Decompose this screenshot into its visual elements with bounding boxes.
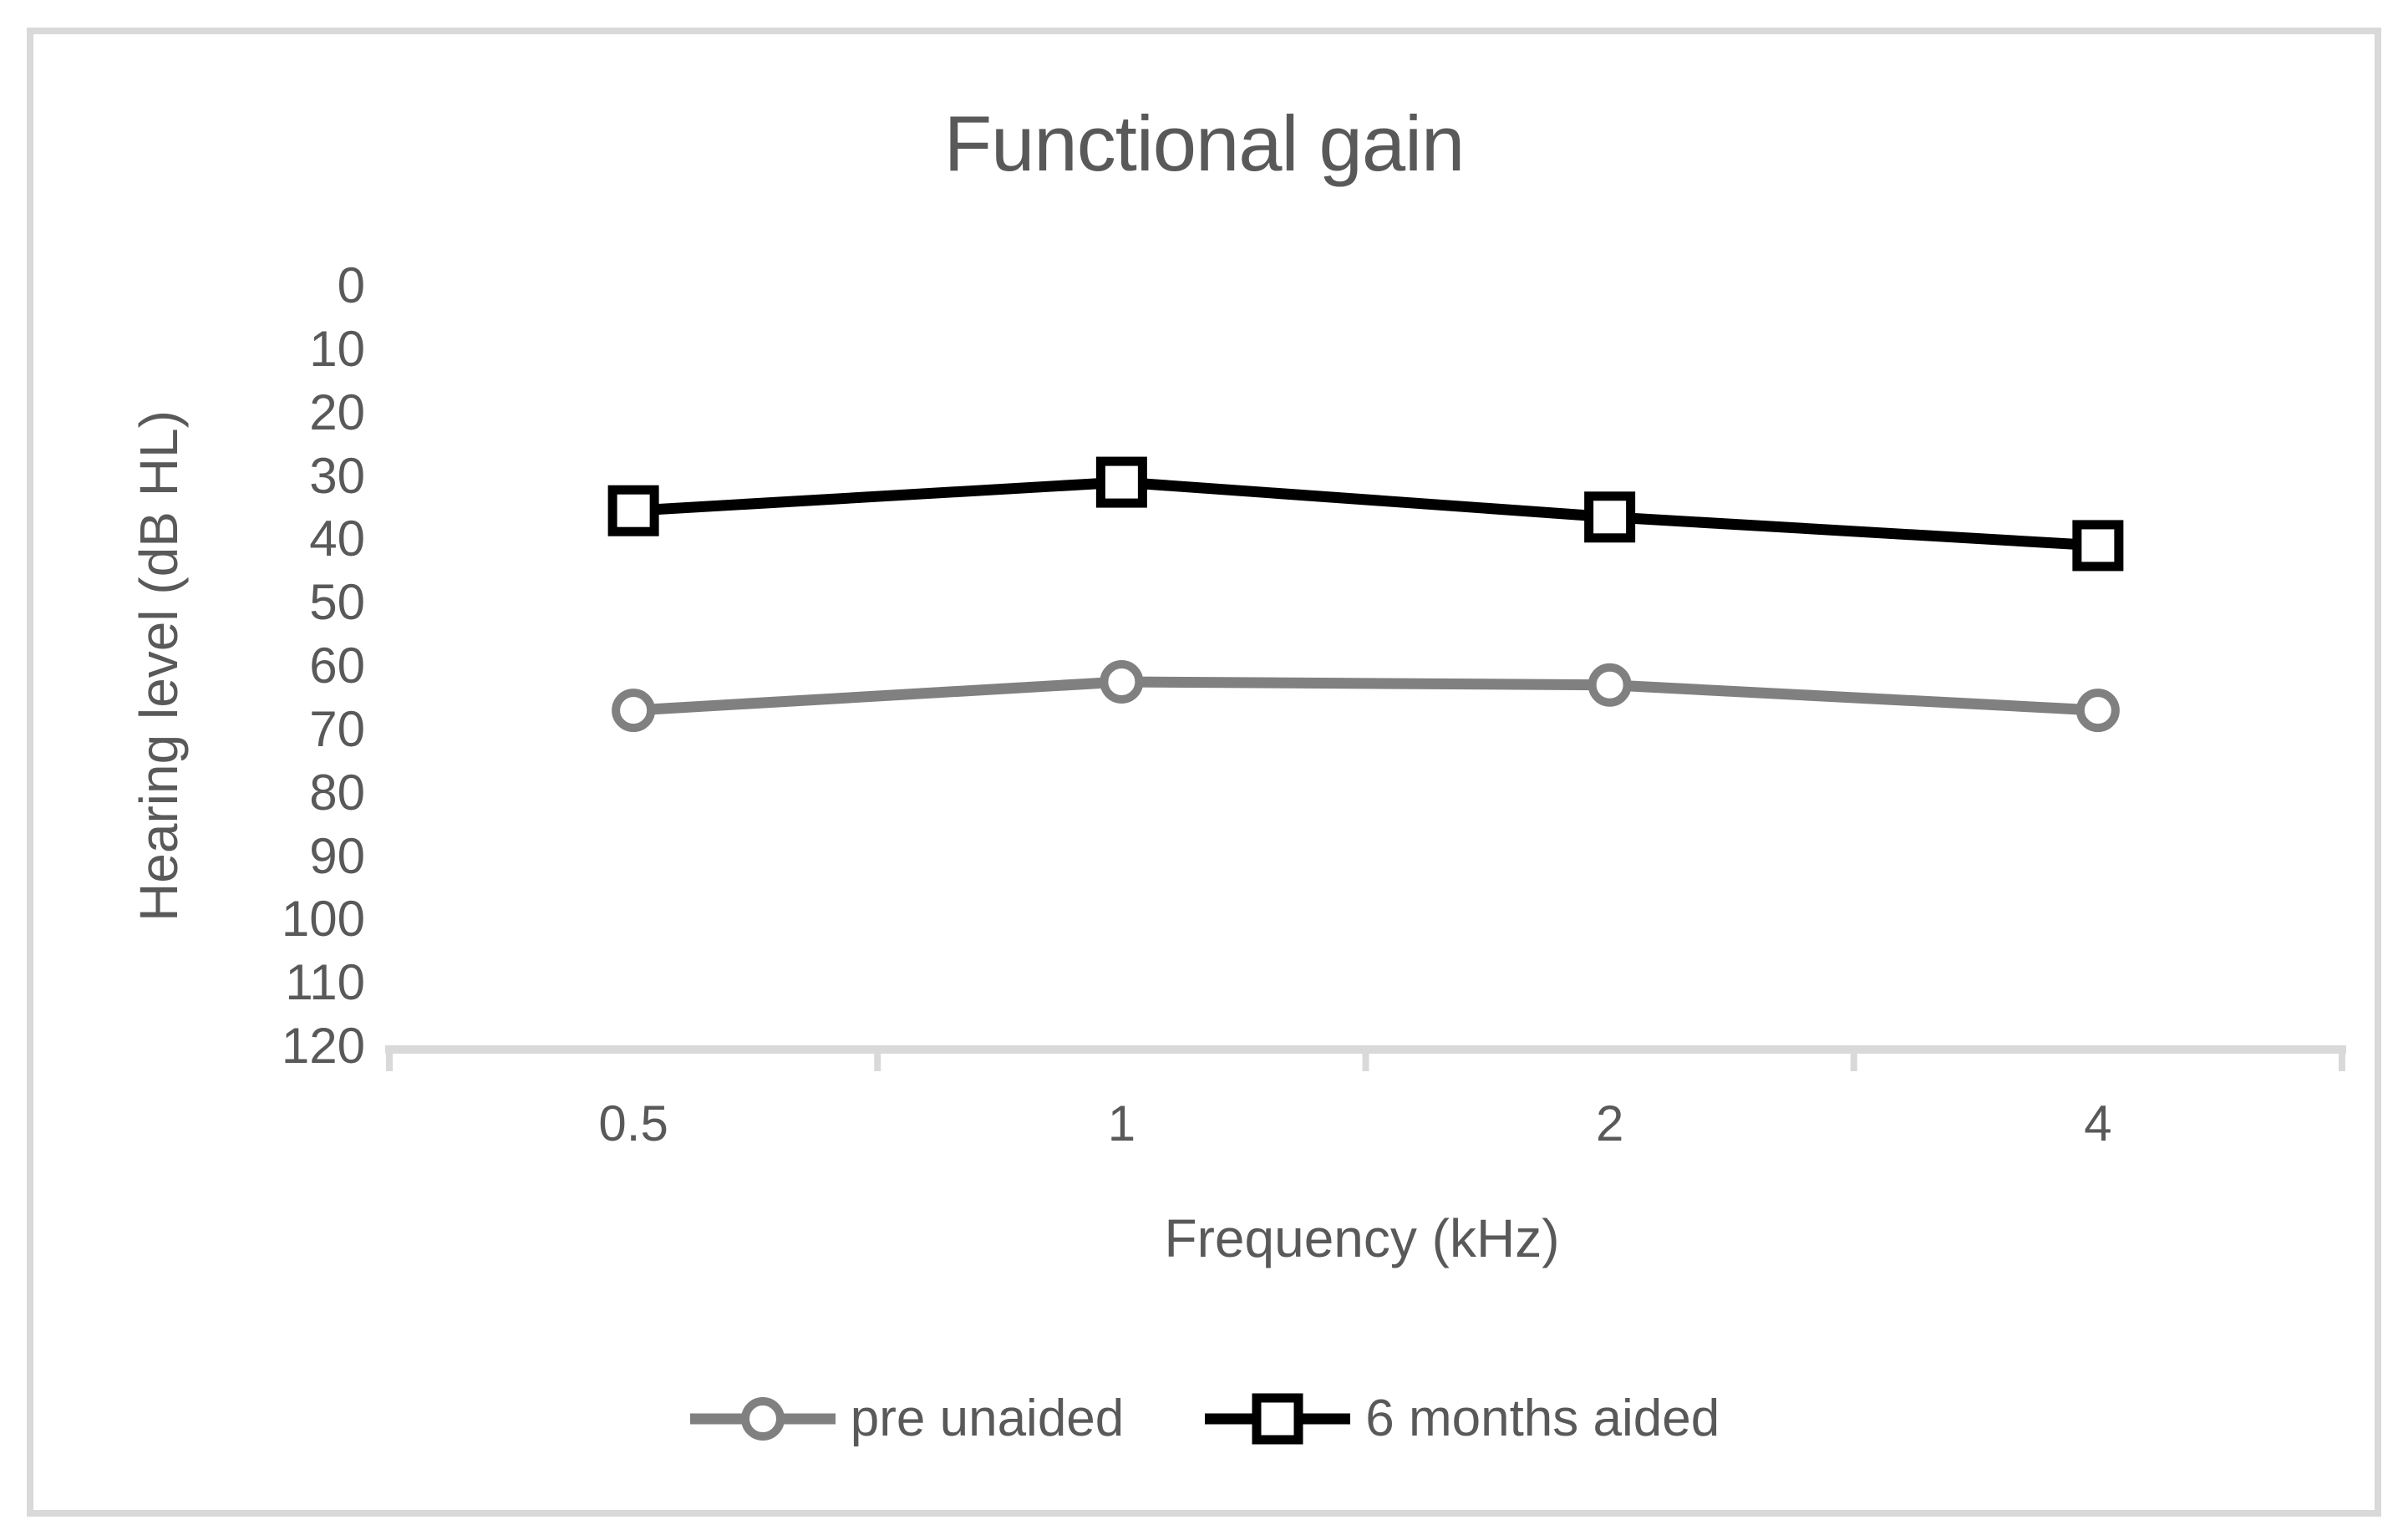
y-tick-label: 20 <box>309 384 365 440</box>
x-tick-label: 1 <box>1107 1095 1136 1151</box>
chart-legend: pre unaided 6 months aided <box>0 1379 2408 1458</box>
circle-marker <box>612 689 656 733</box>
circle-marker-icon <box>689 1396 836 1441</box>
y-tick-label: 60 <box>309 638 365 694</box>
circle-marker <box>2075 689 2120 733</box>
y-tick-label: 120 <box>281 1018 365 1074</box>
square-marker-icon <box>1205 1393 1351 1444</box>
chart-title: Functional gain <box>943 99 1466 187</box>
y-tick-label: 40 <box>309 511 365 567</box>
square-marker <box>2072 520 2124 572</box>
legend-label: pre unaided <box>850 1390 1125 1447</box>
circle-marker <box>1100 659 1144 704</box>
figure-border <box>27 28 2381 1517</box>
x-tick-label: 4 <box>2084 1095 2112 1151</box>
y-tick-label: 70 <box>309 700 365 757</box>
legend-item: 6 months aided <box>1203 1387 1720 1451</box>
series-line-pre-unaided <box>632 676 2099 716</box>
square-marker <box>1584 491 1636 543</box>
square-marker <box>607 485 659 536</box>
y-tick-label: 30 <box>309 447 365 504</box>
y-tick-label: 100 <box>281 891 365 948</box>
series-line-6-months-aided <box>632 476 2099 551</box>
square-marker <box>1095 456 1147 508</box>
y-tick-label: 110 <box>285 954 365 1011</box>
y-tick-label: 90 <box>309 827 365 884</box>
legend-item: pre unaided <box>688 1387 1125 1451</box>
y-tick-label: 0 <box>337 257 365 313</box>
x-tick-label: 0.5 <box>598 1095 668 1151</box>
y-tick-label: 10 <box>309 320 365 377</box>
legend-label: 6 months aided <box>1365 1390 1720 1447</box>
circle-marker <box>1588 663 1632 707</box>
y-tick-label: 80 <box>309 764 365 821</box>
x-axis-title: Frequency (kHz) <box>1164 1208 1560 1268</box>
y-tick-label: 50 <box>309 574 365 631</box>
x-tick-label: 2 <box>1595 1095 1624 1151</box>
